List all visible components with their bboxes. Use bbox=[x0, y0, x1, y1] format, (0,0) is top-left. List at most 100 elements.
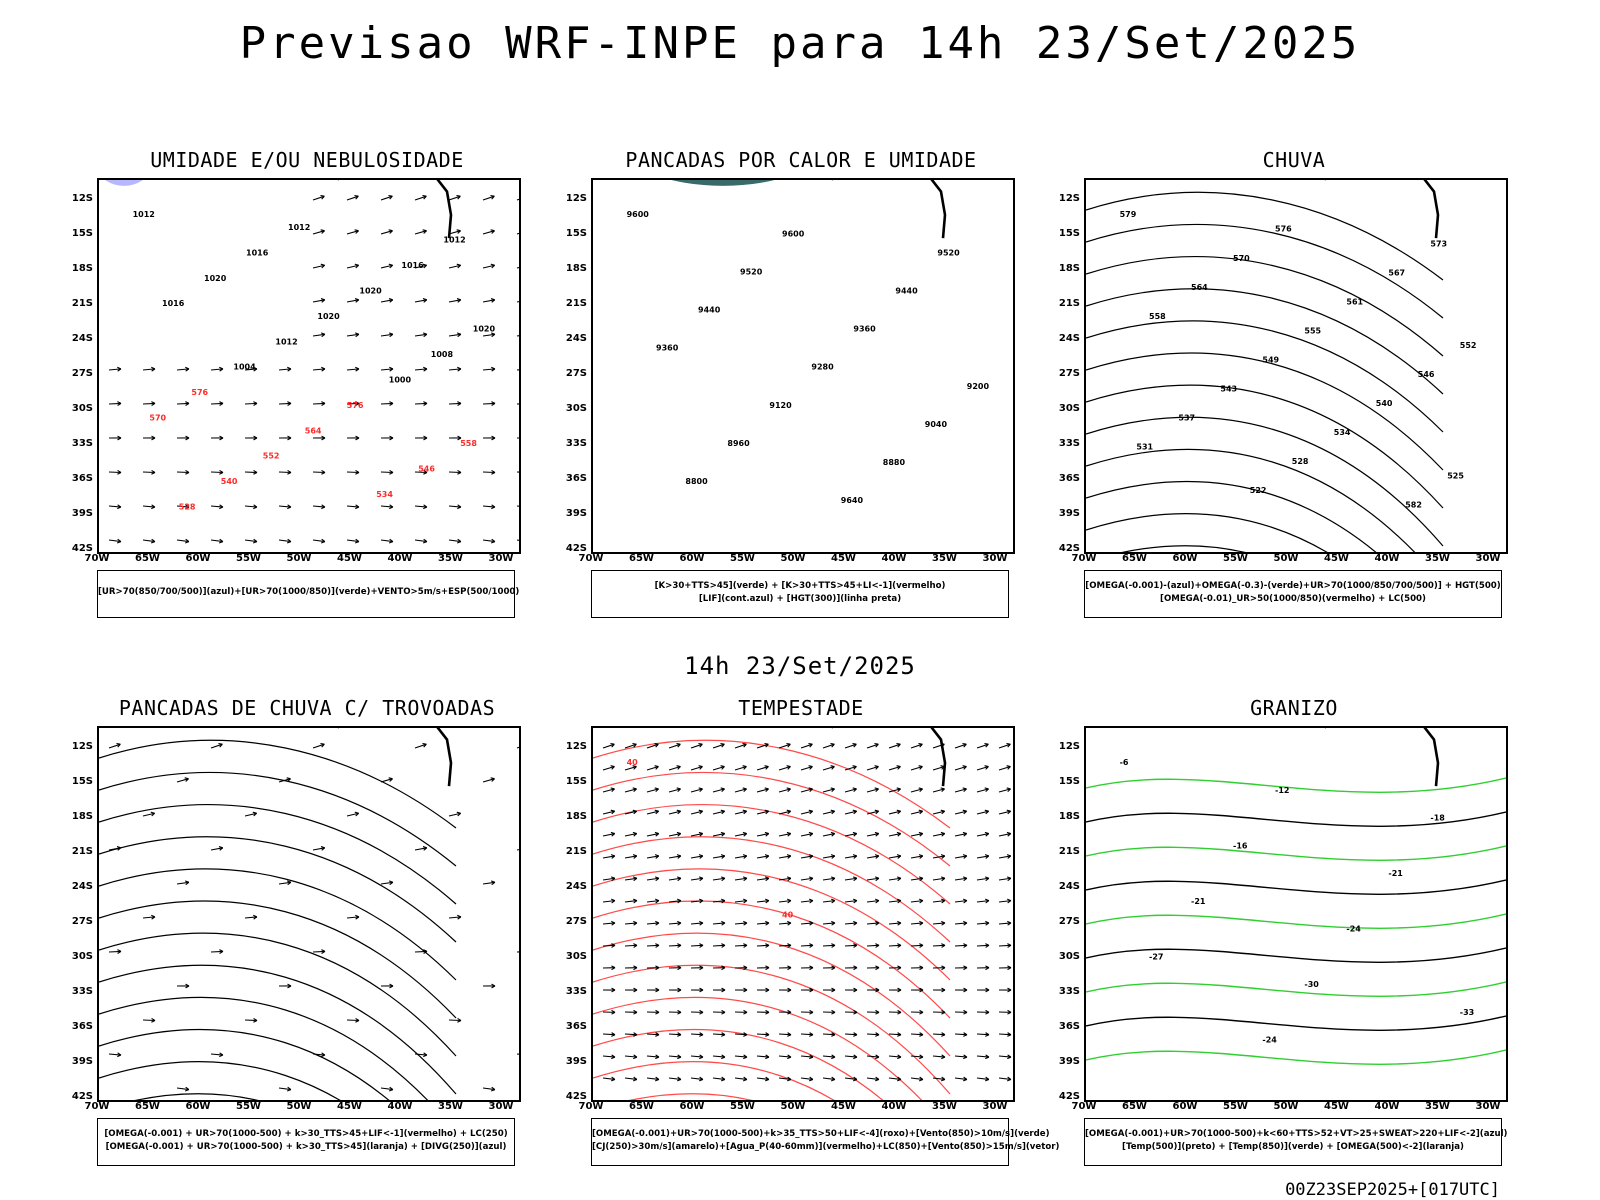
lon-tick-label: 45W bbox=[831, 1101, 856, 1112]
contour-label: 9360 bbox=[656, 344, 679, 353]
lat-tick-label: 24S bbox=[565, 333, 587, 344]
contour-label: 9280 bbox=[811, 363, 834, 372]
lat-tick-label: 33S bbox=[1058, 438, 1080, 449]
lon-tick-label: 65W bbox=[135, 553, 160, 564]
contour-label: 534 bbox=[376, 490, 393, 499]
legend-line: [OMEGA(-0.01)_UR>50(1000/850)(vermelho) … bbox=[1160, 594, 1426, 604]
lon-tick-label: 70W bbox=[1071, 553, 1097, 564]
lat-tick-label: 18S bbox=[1058, 263, 1080, 274]
contour-label: 528 bbox=[179, 503, 196, 512]
panel-title-tempestade: TEMPESTADE bbox=[738, 696, 864, 720]
lon-tick-label: 40W bbox=[387, 553, 413, 564]
legend-line: [UR>70(850/700/500)](azul)+[UR>70(1000/8… bbox=[98, 587, 520, 597]
contour-label: 582 bbox=[1405, 501, 1422, 510]
lon-tick-label: 35W bbox=[932, 553, 957, 564]
contour-label: 552 bbox=[263, 452, 280, 461]
lon-tick-label: 60W bbox=[679, 553, 705, 564]
contour-label: 558 bbox=[1149, 312, 1166, 321]
lon-tick-label: 30W bbox=[982, 1101, 1008, 1112]
lon-tick-label: 50W bbox=[780, 553, 806, 564]
lat-tick-label: 15S bbox=[1058, 228, 1080, 239]
lon-tick-label: 35W bbox=[932, 1101, 957, 1112]
lat-tick-label: 42S bbox=[1058, 1091, 1080, 1102]
lon-tick-label: 55W bbox=[236, 1101, 261, 1112]
contour-label: -24 bbox=[1346, 925, 1361, 934]
map-tempestade: 40 40 bbox=[591, 726, 1015, 1102]
lat-tick-label: 21S bbox=[1058, 298, 1080, 309]
lat-tick-label: 42S bbox=[565, 1091, 587, 1102]
legend-line: [OMEGA(-0.001) + UR>70(1000-500) + k>30_… bbox=[105, 1142, 507, 1152]
lat-tick-label: 21S bbox=[71, 298, 93, 309]
lon-tick-label: 35W bbox=[438, 1101, 463, 1112]
contour-label: -30 bbox=[1304, 980, 1319, 989]
lat-tick-label: 39S bbox=[1058, 508, 1080, 519]
contour-label: 525 bbox=[1447, 472, 1464, 481]
contour-label: 1012 bbox=[133, 210, 155, 219]
lat-tick-label: 33S bbox=[565, 986, 587, 997]
contour-label: 570 bbox=[149, 414, 166, 423]
lat-tick-label: 24S bbox=[1058, 881, 1080, 892]
lat-tick-label: 12S bbox=[71, 741, 93, 752]
legend-chuva: [OMEGA(-0.001)-(azul)+OMEGA(-0.3)-(verde… bbox=[1084, 570, 1502, 618]
lat-tick-label: 42S bbox=[1058, 543, 1080, 554]
lon-tick-label: 45W bbox=[337, 1101, 362, 1112]
contour-label: 9640 bbox=[841, 496, 864, 505]
lon-tick-label: 70W bbox=[578, 1101, 604, 1112]
lat-tick-label: 12S bbox=[71, 193, 93, 204]
contour-label: -33 bbox=[1460, 1008, 1474, 1017]
lon-tick-label: 30W bbox=[488, 1101, 514, 1112]
lat-tick-label: 39S bbox=[71, 1056, 93, 1067]
contour-label: 576 bbox=[191, 388, 208, 397]
contour-label: 9040 bbox=[925, 420, 948, 429]
main-title: Previsao WRF-INPE para 14h 23/Set/2025 bbox=[239, 18, 1361, 69]
contour-label: 9360 bbox=[853, 325, 876, 334]
contour-label: 534 bbox=[1334, 428, 1351, 437]
lon-tick-label: 60W bbox=[679, 1101, 705, 1112]
contour-label: 1020 bbox=[473, 325, 496, 334]
contour-label: 1012 bbox=[443, 236, 465, 245]
lon-tick-label: 30W bbox=[1475, 1101, 1501, 1112]
lat-tick-label: 36S bbox=[71, 1021, 93, 1032]
wind-vectors bbox=[602, 742, 1012, 1082]
lat-tick-label: 27S bbox=[1058, 916, 1080, 927]
contour-label: 543 bbox=[1220, 385, 1237, 394]
coastline bbox=[337, 728, 453, 787]
lon-tick-label: 55W bbox=[1223, 553, 1248, 564]
coastline bbox=[1324, 180, 1440, 239]
lat-tick-label: 15S bbox=[565, 228, 587, 239]
wind-vectors bbox=[108, 742, 519, 1092]
lon-tick-label: 50W bbox=[286, 553, 312, 564]
legend-tempestade: [OMEGA(-0.001)+UR>70(1000-500)+k>35_TTS>… bbox=[591, 1118, 1060, 1166]
lat-tick-label: 36S bbox=[1058, 473, 1080, 484]
contour-label: 552 bbox=[1460, 341, 1477, 350]
contour-label: 9200 bbox=[967, 382, 990, 391]
lat-tick-label: 39S bbox=[565, 1056, 587, 1067]
lat-tick-label: 12S bbox=[1058, 741, 1080, 752]
lon-tick-label: 50W bbox=[1273, 1101, 1299, 1112]
panel-title-pancadas-calor: PANCADAS POR CALOR E UMIDADE bbox=[625, 148, 977, 172]
lat-tick-label: 27S bbox=[71, 368, 93, 379]
lon-tick-label: 65W bbox=[629, 553, 654, 564]
legend-pancadas-calor: [K>30+TTS>45](verde) + [K>30+TTS>45+LI<-… bbox=[591, 570, 1009, 618]
map-pancadas-trovoadas bbox=[97, 726, 521, 1102]
lon-tick-label: 65W bbox=[135, 1101, 160, 1112]
map-pancadas-calor: 9600 9600 9520 9520 9440 9440 9360 9360 9280 9200… bbox=[591, 178, 1015, 554]
lon-tick-label: 60W bbox=[1172, 1101, 1198, 1112]
map-umidade: 1012 1012 1012 1016 1016 1020 1020 1016 1020 1020… bbox=[97, 178, 521, 554]
lon-tick-label: 50W bbox=[1273, 553, 1299, 564]
run-label: 00Z23SEP2025+[017UTC] bbox=[1285, 1180, 1500, 1200]
lon-tick-label: 50W bbox=[286, 1101, 312, 1112]
contour-label: -21 bbox=[1191, 897, 1206, 906]
panel-title-chuva: CHUVA bbox=[1262, 148, 1326, 172]
lat-tick-label: 33S bbox=[565, 438, 587, 449]
legend-line: [CJ(250)>30m/s](amarelo)+[Agua_P(40-60mm… bbox=[592, 1142, 1060, 1152]
contour-label: 522 bbox=[1250, 486, 1267, 495]
contour-label: -27 bbox=[1149, 952, 1163, 961]
contour-label: -6 bbox=[1120, 758, 1129, 767]
wind-vectors bbox=[108, 194, 519, 544]
lon-tick-label: 70W bbox=[84, 553, 110, 564]
lon-tick-label: 30W bbox=[488, 553, 514, 564]
lat-tick-label: 30S bbox=[71, 951, 93, 962]
contour-label: -18 bbox=[1430, 814, 1445, 823]
lat-tick-label: 36S bbox=[1058, 1021, 1080, 1032]
